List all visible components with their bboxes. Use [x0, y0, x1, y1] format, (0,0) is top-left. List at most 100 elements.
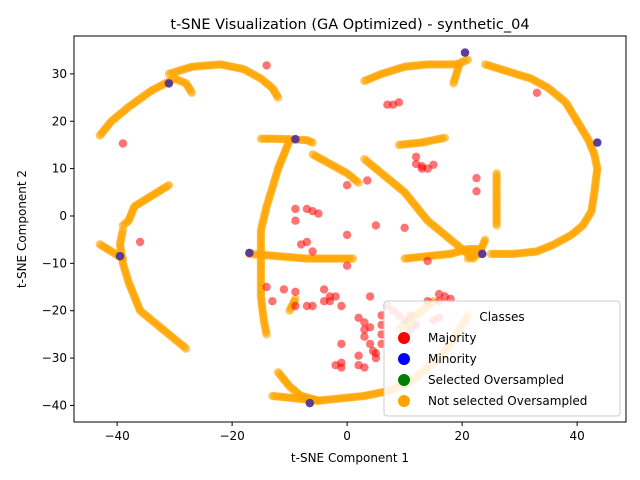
legend-marker-selected-oversampled [398, 374, 410, 386]
majority-point [360, 332, 369, 341]
legend-marker-not-selected-oversampled [398, 395, 410, 407]
minority-point-overlay [478, 249, 487, 259]
oversampled-point [354, 178, 363, 187]
x-axis-ticks: −40 −20 0 20 40 [104, 422, 585, 443]
oversampled-point [486, 249, 496, 259]
majority-point [291, 204, 300, 214]
majority-point [342, 230, 352, 240]
oversampled-point [455, 60, 464, 69]
legend-title: Classes [479, 310, 524, 324]
minority-point-overlay [460, 48, 470, 57]
majority-point [291, 287, 300, 296]
majority-point [365, 339, 375, 349]
legend-entry-majority: Majority [398, 331, 476, 345]
minority-point-overlay [593, 138, 602, 147]
oversampled-point [164, 181, 174, 190]
majority-point [262, 282, 271, 292]
plot-area [95, 48, 602, 408]
majority-point [262, 61, 271, 70]
majority-point [354, 351, 363, 360]
majority-point [302, 237, 312, 247]
majority-point [319, 285, 329, 294]
majority-point [394, 98, 404, 107]
majority-point [342, 261, 352, 270]
oversampled-point [308, 138, 317, 147]
legend: Classes Majority Minority Selected Overs… [383, 300, 621, 417]
majority-point [472, 173, 481, 183]
majority-point [371, 221, 381, 230]
majority-point [411, 152, 421, 161]
majority-point [371, 353, 381, 363]
minority-point-overlay [291, 135, 300, 144]
majority-point [308, 247, 317, 256]
x-tick-label: 0 [343, 429, 351, 443]
oversampled-point [181, 344, 191, 353]
majority-point [363, 176, 372, 185]
legend-entry-not-selected-oversampled: Not selected Oversampled [398, 394, 587, 408]
minority-point-overlay [164, 79, 174, 88]
legend-entry-minority: Minority [398, 352, 477, 366]
oversampled-point [348, 254, 358, 263]
majority-point [308, 301, 317, 311]
oversampled-point [285, 306, 294, 315]
axes-frame [73, 35, 627, 423]
y-tick-label: −20 [42, 304, 67, 318]
legend-label-selected-oversampled: Selected Oversampled [428, 373, 564, 387]
legend-label-not-selected-oversampled: Not selected Oversampled [428, 394, 587, 408]
majority-point [365, 323, 375, 332]
majority-point [279, 285, 289, 294]
majority-point [268, 297, 277, 306]
y-tick-label: 20 [52, 114, 67, 128]
x-tick-label: −40 [104, 429, 129, 443]
majority-point [331, 292, 340, 301]
y-tick-label: −30 [42, 351, 67, 365]
legend-label-minority: Minority [428, 352, 477, 366]
majority-point [337, 363, 346, 372]
x-tick-label: 20 [454, 429, 469, 443]
majority-point [135, 237, 145, 247]
oversampled-point [187, 88, 197, 98]
x-tick-label: 40 [569, 429, 584, 443]
majority-point [314, 209, 323, 218]
legend-box [383, 300, 621, 417]
majority-point [423, 256, 432, 266]
y-tick-label: 30 [52, 67, 67, 81]
y-tick-label: 0 [59, 209, 67, 223]
majority-point [365, 292, 375, 301]
majority-point [325, 297, 335, 306]
majority-point [337, 339, 346, 349]
oversampled-point [273, 93, 283, 102]
majority-point [400, 223, 409, 232]
minority-point-overlay [115, 252, 125, 261]
minority-point-overlay [245, 248, 254, 258]
x-axis-label: t-SNE Component 1 [291, 451, 409, 465]
majority-point [319, 297, 329, 306]
y-tick-label: −10 [42, 256, 67, 270]
minority-point-overlay [305, 398, 314, 408]
oversampled-point [440, 133, 450, 142]
majority-point [337, 301, 346, 311]
majority-point [472, 187, 481, 196]
majority-point [354, 313, 363, 322]
majority-point [302, 204, 312, 214]
majority-point [360, 318, 369, 327]
y-axis-label: t-SNE Component 2 [15, 170, 29, 288]
majority-point [118, 139, 128, 148]
majority-point [429, 160, 438, 169]
legend-label-majority: Majority [428, 331, 476, 345]
legend-entry-selected-oversampled: Selected Oversampled [398, 373, 564, 387]
oversampled-point [463, 254, 473, 263]
oversampled-point [262, 330, 271, 339]
legend-marker-majority [398, 332, 410, 344]
chart-title: t-SNE Visualization (GA Optimized) - syn… [170, 17, 529, 33]
majority-point [342, 181, 352, 190]
majority-point [532, 88, 542, 98]
oversampled-point [492, 221, 501, 230]
majority-point [291, 301, 300, 311]
y-axis-ticks: −40 −30 −20 −10 0 10 20 30 [42, 67, 74, 412]
majority-point [291, 216, 300, 225]
majority-point [360, 363, 369, 372]
y-tick-label: −40 [42, 398, 67, 412]
x-tick-label: −20 [219, 429, 244, 443]
